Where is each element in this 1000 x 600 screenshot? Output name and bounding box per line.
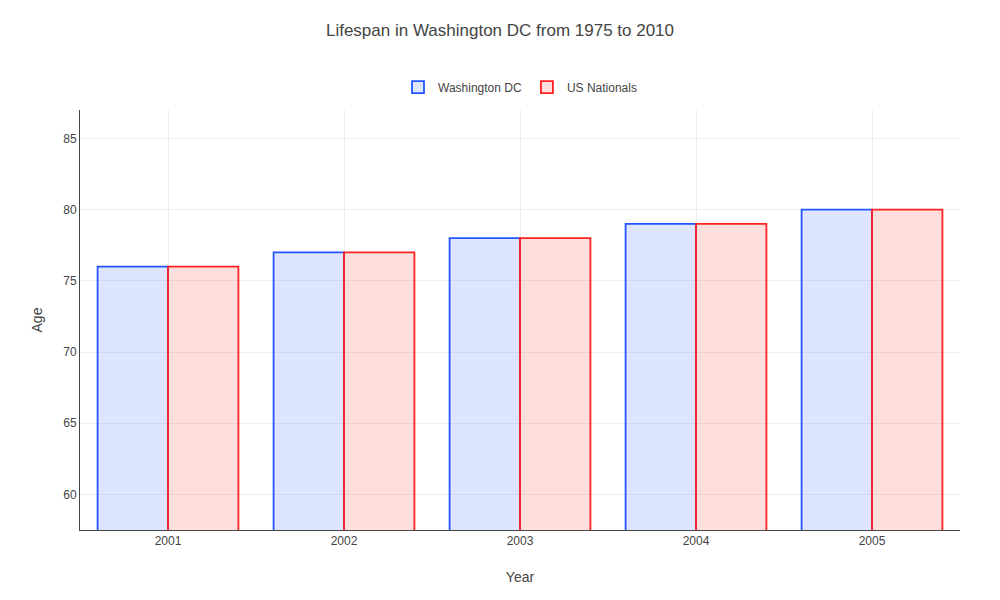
svg-text:80: 80 [63, 203, 77, 217]
svg-text:Age: Age [29, 307, 45, 332]
svg-text:2002: 2002 [331, 534, 358, 548]
svg-text:Year: Year [506, 569, 535, 585]
svg-text:2005: 2005 [859, 534, 886, 548]
svg-text:2003: 2003 [507, 534, 534, 548]
svg-text:2001: 2001 [155, 534, 182, 548]
svg-text:2004: 2004 [683, 534, 710, 548]
svg-text:75: 75 [63, 274, 77, 288]
svg-text:Washington DC: Washington DC [438, 81, 522, 95]
svg-text:60: 60 [63, 488, 77, 502]
svg-text:65: 65 [63, 416, 77, 430]
svg-text:70: 70 [63, 345, 77, 359]
svg-text:US Nationals: US Nationals [567, 81, 637, 95]
svg-text:Lifespan in Washington DC from: Lifespan in Washington DC from 1975 to 2… [326, 21, 674, 40]
svg-text:85: 85 [63, 132, 77, 146]
